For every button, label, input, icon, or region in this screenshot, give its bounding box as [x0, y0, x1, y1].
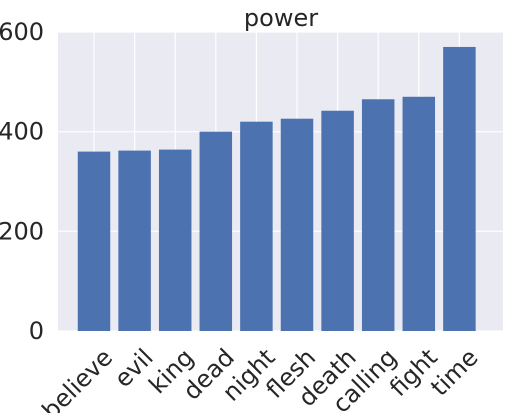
chart-title: power: [244, 4, 318, 32]
bars: [77, 46, 476, 332]
bar-night: [240, 121, 273, 331]
y-tick-labels: 0 200 400 600: [0, 18, 44, 345]
bar-believe: [77, 151, 111, 331]
bar-calling: [361, 99, 395, 332]
bar-fight: [402, 96, 436, 332]
x-tick-label-believe: believe: [37, 343, 118, 413]
y-tick-label: 600: [0, 18, 44, 46]
bar-flesh: [280, 118, 314, 332]
x-tick-label-time: time: [425, 343, 483, 401]
bar-dead: [199, 131, 233, 331]
bar-evil: [118, 150, 151, 331]
bar-king: [158, 149, 192, 331]
y-tick-label: 400: [0, 118, 44, 146]
x-tick-labels: believeevilkingdeadnightfleshdeathcallin…: [37, 343, 484, 418]
y-tick-label: 200: [0, 217, 44, 245]
bar-death: [321, 110, 354, 331]
y-tick-label: 0: [29, 317, 44, 345]
bar-time: [443, 46, 476, 331]
